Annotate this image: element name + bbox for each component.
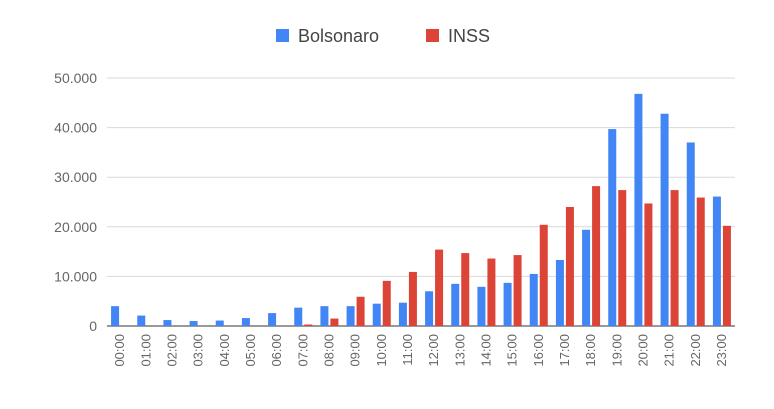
y-tick-label: 20.000 [54, 219, 97, 235]
x-tick-label: 21:00 [662, 334, 677, 367]
x-tick-label: 02:00 [164, 334, 179, 367]
x-tick-label: 07:00 [295, 334, 310, 367]
y-tick-label: 40.000 [54, 120, 97, 136]
legend-swatch-inss [426, 29, 439, 42]
bar-inss-1000 [382, 280, 391, 326]
x-tick-label: 11:00 [400, 334, 415, 366]
legend-swatch-bolsonaro [276, 29, 289, 42]
legend-label-inss: INSS [448, 26, 490, 46]
bar-inss-0800 [330, 318, 339, 326]
bar-bolsonaro-1600 [529, 273, 538, 326]
bar-inss-0900 [356, 296, 365, 326]
bar-inss-2100 [670, 190, 679, 326]
bar-bolsonaro-1100 [398, 302, 407, 326]
x-tick-label: 19:00 [609, 334, 624, 367]
bar-bolsonaro-2000 [634, 93, 643, 326]
x-tick-label: 09:00 [348, 334, 363, 367]
x-tick-label: 03:00 [191, 334, 206, 367]
bar-inss-1700 [565, 206, 574, 326]
x-tick-label: 23:00 [714, 334, 729, 367]
x-tick-label: 22:00 [688, 334, 703, 367]
bar-inss-2300 [722, 225, 731, 326]
bars [111, 93, 731, 326]
bar-bolsonaro-1300 [451, 283, 460, 326]
bar-inss-1800 [592, 186, 601, 326]
bar-bolsonaro-1200 [425, 291, 434, 326]
bar-bolsonaro-0500 [241, 318, 250, 326]
x-tick-label: 08:00 [321, 334, 336, 367]
bar-inss-1500 [513, 255, 522, 326]
bar-bolsonaro-2100 [660, 113, 669, 326]
x-tick-label: 12:00 [426, 334, 441, 367]
bar-bolsonaro-0000 [111, 306, 120, 326]
x-tick-label: 17:00 [557, 334, 572, 367]
bar-bolsonaro-2300 [712, 196, 721, 326]
legend: Bolsonaro INSS [276, 26, 490, 46]
bar-bolsonaro-0700 [294, 307, 303, 326]
bar-bolsonaro-0800 [320, 306, 329, 326]
x-tick-label: 06:00 [269, 334, 284, 367]
bar-inss-1100 [408, 271, 417, 326]
x-tick-label: 15:00 [505, 334, 520, 367]
bar-bolsonaro-1400 [477, 286, 486, 326]
bar-inss-1400 [487, 258, 496, 326]
x-tick-label: 16:00 [531, 334, 546, 367]
bar-bolsonaro-0200 [163, 320, 172, 326]
y-axis-ticks: 0 10.000 20.000 30.000 40.000 50.000 [54, 70, 97, 334]
bar-bolsonaro-0400 [215, 320, 224, 326]
bar-inss-1300 [461, 253, 470, 326]
legend-label-bolsonaro: Bolsonaro [298, 26, 379, 46]
bar-bolsonaro-1000 [372, 303, 381, 326]
bar-bolsonaro-0100 [137, 315, 146, 326]
x-tick-label: 13:00 [452, 334, 467, 367]
x-tick-label: 00:00 [112, 334, 127, 367]
bar-inss-2000 [644, 203, 653, 326]
y-tick-label: 30.000 [54, 169, 97, 185]
x-axis-ticks: 00:00 01:00 02:00 03:00 04:00 05:00 06:00 07:00… [112, 334, 729, 367]
x-tick-label: 18:00 [583, 334, 598, 367]
bar-bolsonaro-0600 [268, 313, 277, 326]
x-tick-label: 20:00 [635, 334, 650, 367]
x-tick-label: 14:00 [478, 334, 493, 367]
x-tick-label: 01:00 [138, 334, 153, 367]
bar-inss-2200 [696, 197, 705, 326]
x-tick-label: 05:00 [243, 334, 258, 367]
bar-bolsonaro-2200 [686, 142, 695, 326]
bar-bolsonaro-0300 [189, 321, 198, 326]
gridlines [107, 77, 735, 327]
x-tick-label: 10:00 [374, 334, 389, 367]
bar-bolsonaro-1500 [503, 282, 512, 326]
y-tick-label: 10.000 [54, 268, 97, 284]
bar-bolsonaro-1800 [582, 229, 591, 326]
y-tick-label: 0 [89, 318, 97, 334]
x-tick-label: 04:00 [217, 334, 232, 367]
bar-inss-0700 [304, 324, 313, 326]
bar-inss-1600 [539, 224, 548, 326]
bar-inss-1200 [435, 249, 444, 326]
bar-bolsonaro-1700 [555, 260, 564, 326]
bar-bolsonaro-0900 [346, 306, 355, 326]
bar-bolsonaro-1900 [608, 129, 617, 326]
y-tick-label: 50.000 [54, 70, 97, 86]
bar-inss-1900 [618, 190, 627, 326]
